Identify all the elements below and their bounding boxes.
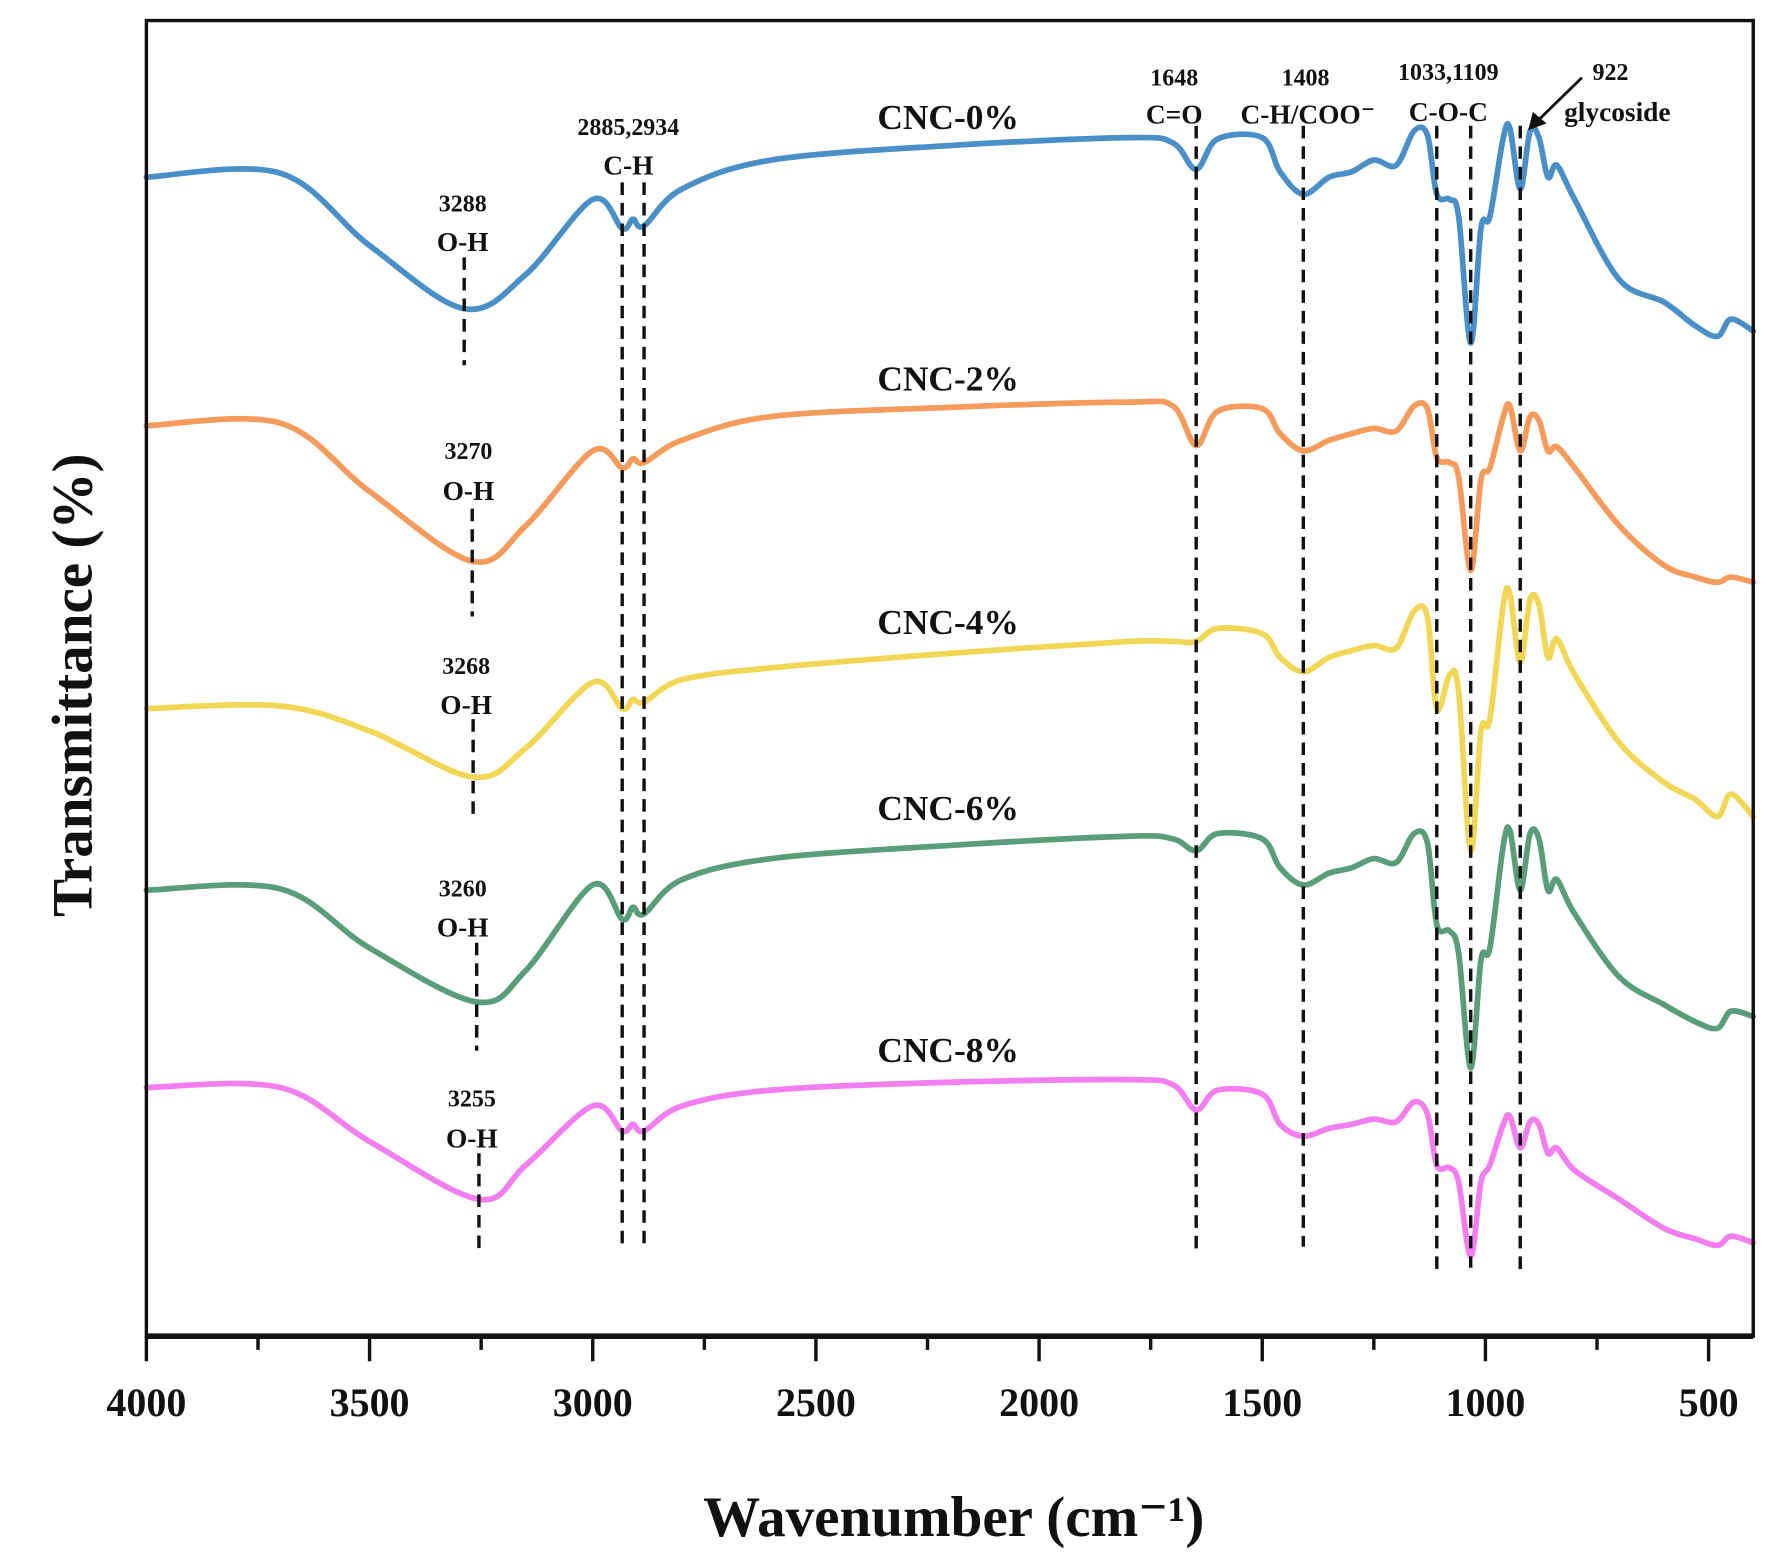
- series-line-cnc-0: [143, 120, 1757, 346]
- curves-layer: [143, 120, 1757, 1259]
- x-tick-label: 500: [1679, 1380, 1739, 1425]
- annotation-oh0-value: 3288: [439, 191, 487, 217]
- series-label-cnc-6: CNC-6%: [877, 788, 1019, 828]
- x-axis-ticks: 4000 3500 3000 2500 2000 1500 1000 500: [106, 1336, 1739, 1425]
- series-label-cnc-2: CNC-2%: [877, 359, 1019, 399]
- annotation-gly-group: glycoside: [1564, 97, 1671, 127]
- annotation-oh0-group: O-H: [437, 227, 489, 257]
- plot-frame: [144, 18, 1755, 1338]
- annotation-chcoo-group: C-H/COO⁻: [1241, 99, 1376, 129]
- x-axis-title: Wavenumber (cm⁻¹): [703, 1486, 1204, 1549]
- annotation-oh2-group: O-H: [443, 476, 495, 506]
- x-tick-label: 1500: [1222, 1380, 1302, 1425]
- annotation-oh6-value: 3260: [439, 876, 487, 902]
- annotation-coc-group: C-O-C: [1409, 97, 1488, 127]
- annotation-oh8-value: 3255: [448, 1087, 496, 1113]
- annotation-oh4-value: 3268: [442, 654, 490, 680]
- reference-lines-layer: [462, 125, 1522, 1277]
- annotation-oh2-value: 3270: [444, 439, 492, 465]
- x-tick-label: 2000: [999, 1380, 1079, 1425]
- series-line-cnc-8: [143, 1076, 1757, 1259]
- y-axis-title: Transmittance (%): [42, 453, 105, 917]
- series-line-cnc-6: [143, 824, 1757, 1071]
- annotation-co-group: C=O: [1146, 99, 1203, 129]
- x-tick-label: 3500: [330, 1380, 410, 1425]
- x-tick-label: 3000: [553, 1380, 633, 1425]
- series-label-cnc-0: CNC-0%: [877, 97, 1019, 137]
- annotation-oh8-group: O-H: [446, 1124, 498, 1154]
- annotation-oh6-group: O-H: [437, 912, 489, 942]
- series-line-cnc-4: [143, 584, 1757, 854]
- annotation-gly-value: 922: [1592, 60, 1628, 86]
- annotation-ch-group: C-H: [603, 151, 653, 181]
- series-label-cnc-8: CNC-8%: [877, 1030, 1019, 1070]
- annotation-oh4-group: O-H: [440, 690, 492, 720]
- x-tick-label: 1000: [1445, 1380, 1525, 1425]
- annotation-co-value: 1648: [1150, 66, 1198, 92]
- annotation-ch-value: 2885,2934: [577, 115, 679, 141]
- x-tick-label: 2500: [776, 1380, 856, 1425]
- annotation-coc-value: 1033,1109: [1398, 60, 1499, 86]
- x-tick-label: 4000: [106, 1380, 186, 1425]
- arrow-icon: [1528, 76, 1583, 131]
- series-line-cnc-2: [143, 398, 1757, 586]
- series-label-cnc-4: CNC-4%: [877, 602, 1019, 642]
- annotation-chcoo-value: 1408: [1282, 66, 1330, 92]
